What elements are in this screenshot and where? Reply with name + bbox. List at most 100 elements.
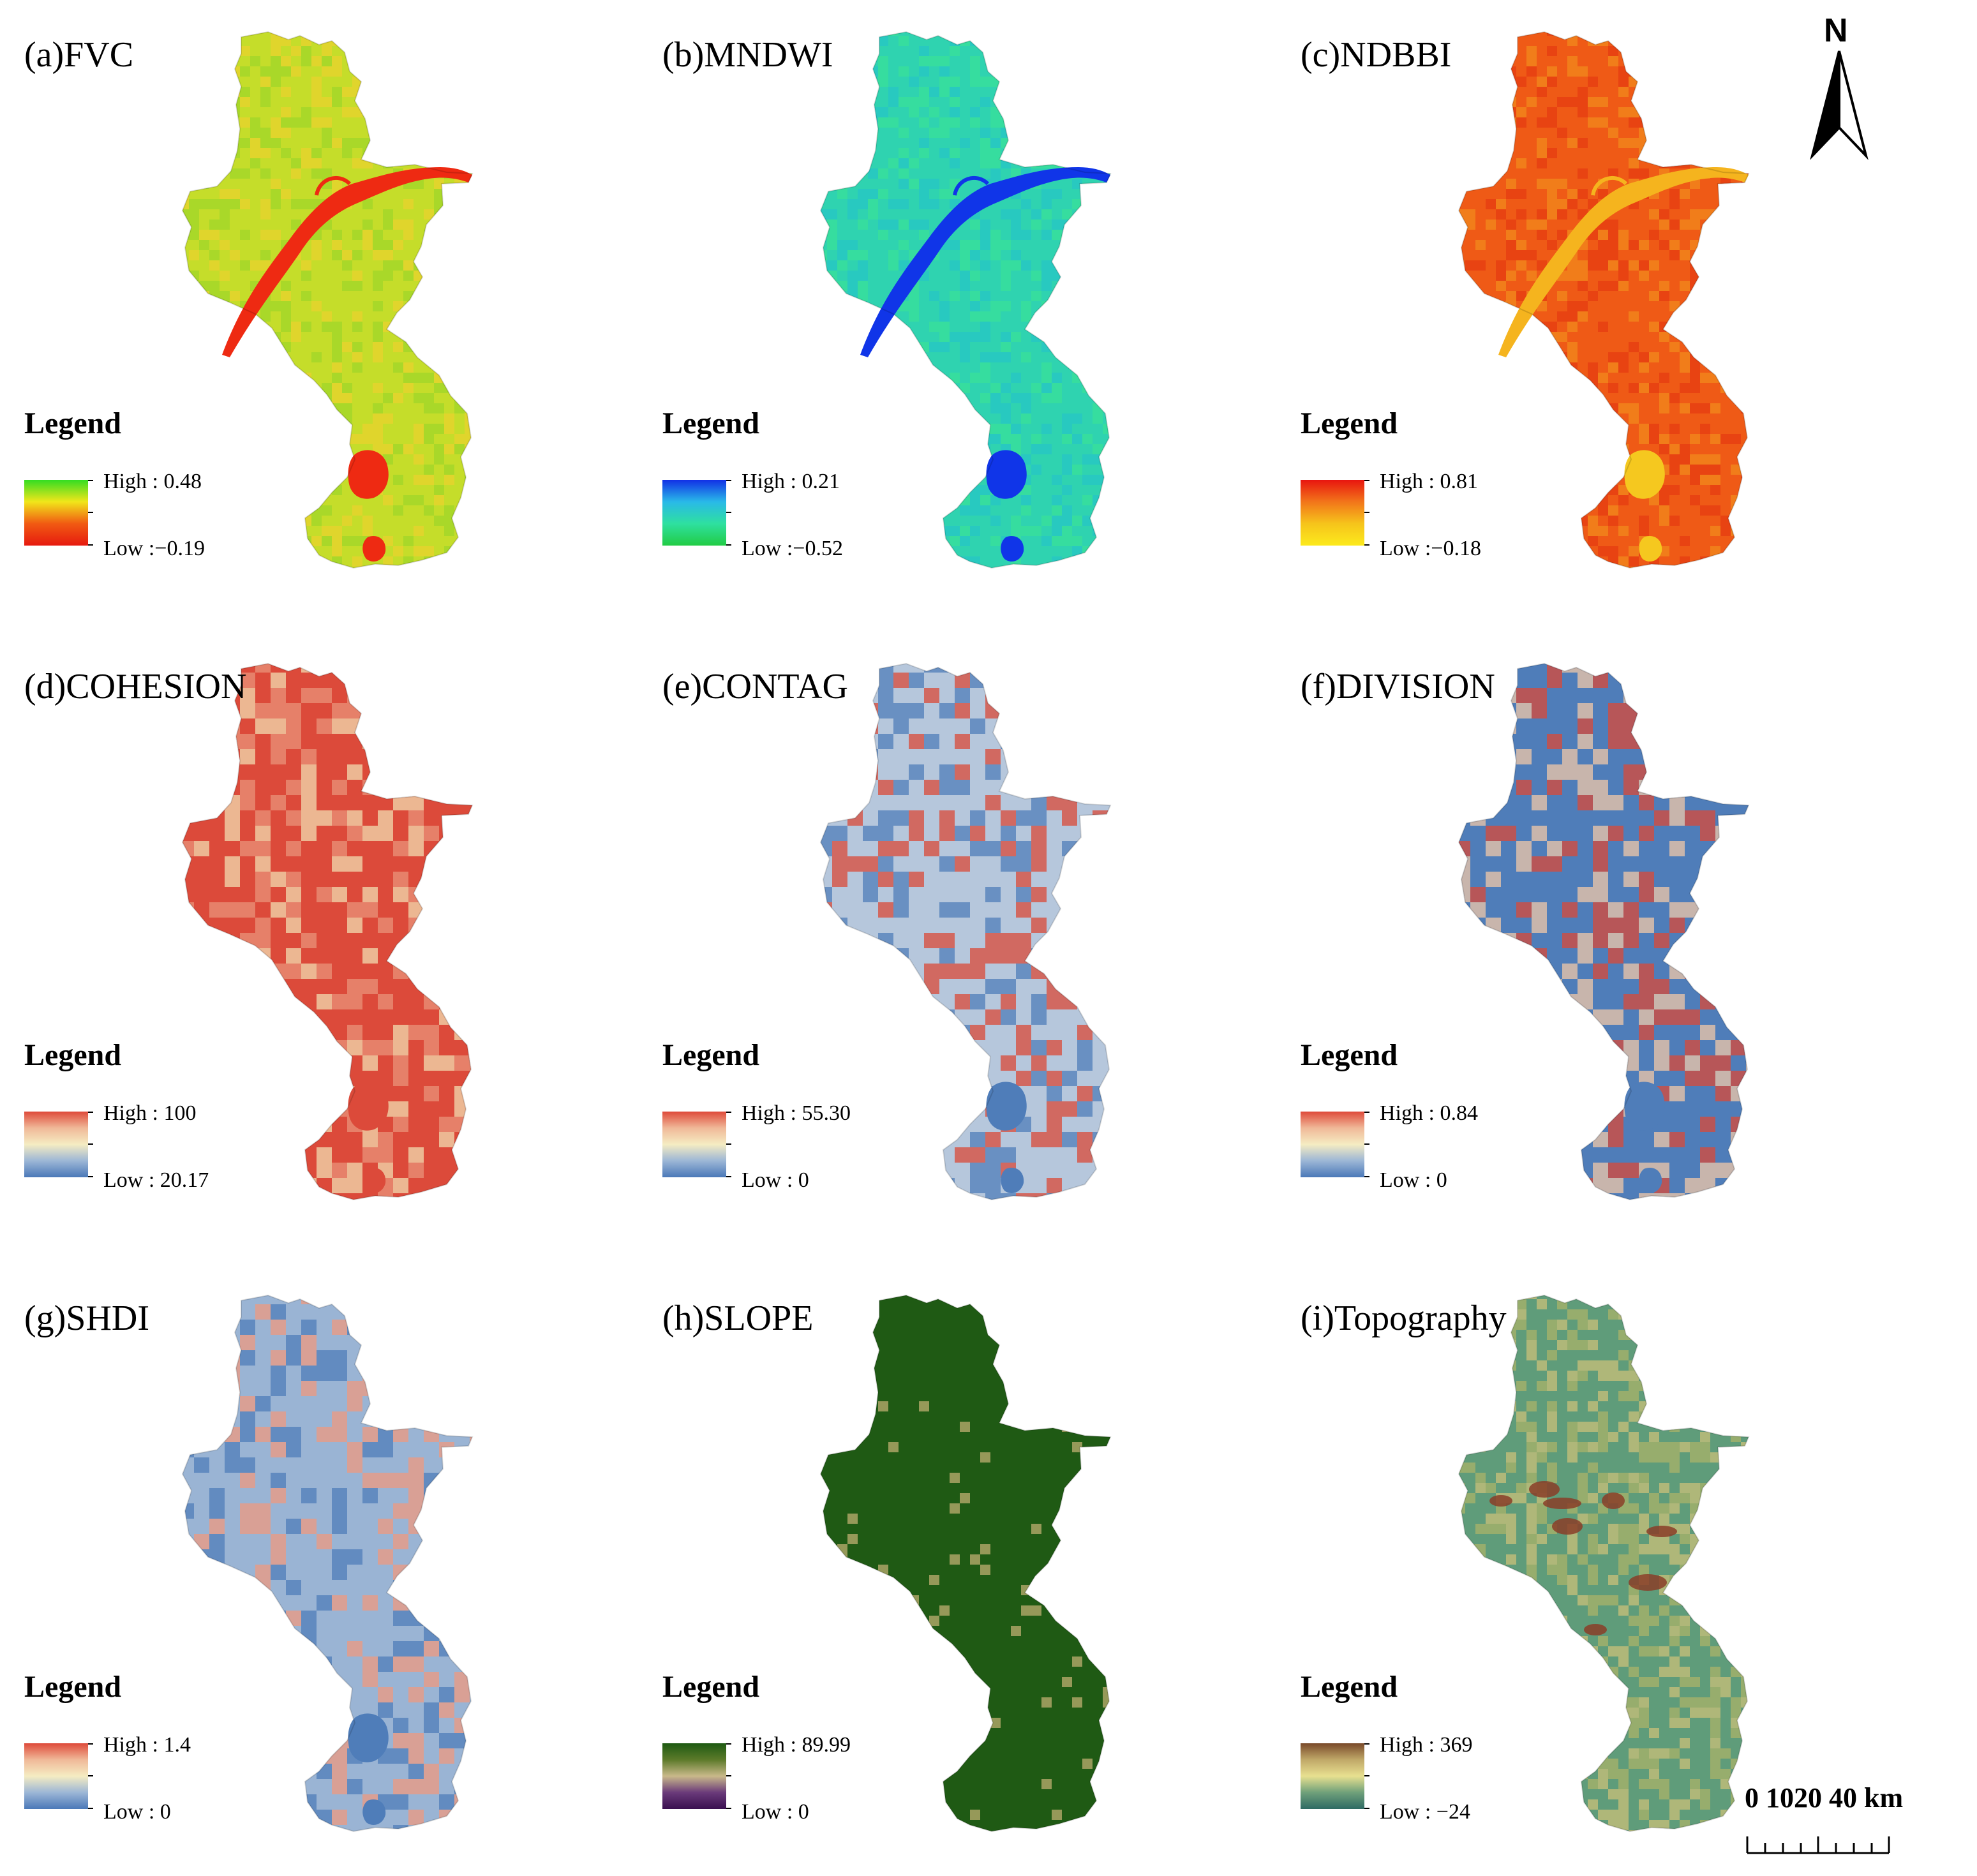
panel-title: (g)SHDI — [24, 1299, 149, 1338]
legend-low-label: Low :−0.18 — [1380, 537, 1481, 560]
scale-bar-ruler-icon — [1746, 1836, 1890, 1854]
reservoir — [362, 1168, 386, 1193]
topography-map — [1458, 1294, 1750, 1833]
lake — [1624, 1082, 1665, 1131]
panel-title: (c)NDBBI — [1301, 35, 1452, 75]
legend-low-label: Low :−0.19 — [103, 537, 205, 560]
legend-tick — [88, 544, 93, 546]
legend-high-label: High : 369 — [1380, 1733, 1473, 1757]
legend-color-bar — [662, 1743, 726, 1809]
panel-fvc: (a)FVC Legend High : 0.48 Low :−0.19 — [0, 0, 638, 613]
region-outline — [181, 662, 474, 1201]
legend-tick — [88, 1176, 93, 1177]
legend-title: Legend — [662, 1670, 760, 1704]
region-outline — [181, 31, 474, 569]
legend-low-label: Low : 0 — [1380, 1168, 1447, 1192]
legend-tick — [1364, 1775, 1369, 1776]
north-arrow-icon — [1810, 50, 1869, 160]
panel-title: (e)CONTAG — [662, 667, 848, 706]
legend-tick — [1364, 1808, 1369, 1809]
region-outline — [819, 31, 1112, 569]
legend-tick — [726, 1176, 731, 1177]
legend-tick — [726, 1143, 731, 1145]
legend-tick — [726, 544, 731, 546]
panel-cohesion: (d)COHESION Legend High : 100 Low : 20.1… — [0, 632, 638, 1244]
region-outline — [819, 662, 1112, 1201]
legend-low-label: Low : 20.17 — [103, 1168, 209, 1192]
legend-tick — [726, 1775, 731, 1776]
region-outline — [1458, 1294, 1750, 1833]
scale-bar-label: 0 1020 40 km — [1745, 1782, 1904, 1813]
legend-tick — [88, 480, 93, 481]
region-outline — [1458, 662, 1750, 1201]
legend-title: Legend — [24, 1038, 122, 1072]
legend-high-label: High : 89.99 — [742, 1733, 851, 1757]
region-outline — [181, 1294, 474, 1833]
division-map — [1458, 662, 1750, 1201]
panel-mndwi: (b)MNDWI Legend High : 0.21 Low :−0.52 — [638, 0, 1276, 613]
raster-texture — [1459, 664, 1749, 1200]
legend-color-bar — [1301, 1743, 1364, 1809]
legend-color-bar — [24, 1743, 88, 1809]
legend-tick — [88, 1143, 93, 1145]
region-outline — [1458, 31, 1750, 569]
panel-topography: (i)Topography Legend High : 369 Low : −2… — [1276, 1263, 1914, 1876]
legend-tick — [1364, 1176, 1369, 1177]
region-boundary — [1459, 32, 1749, 568]
legend-color-bar — [1301, 480, 1364, 546]
high-elevation-area — [1602, 1493, 1625, 1509]
reservoir — [1001, 1168, 1024, 1193]
panel-title: (h)SLOPE — [662, 1299, 814, 1338]
lake — [986, 1082, 1027, 1131]
reservoir — [1639, 536, 1662, 562]
raster-texture — [183, 1295, 472, 1831]
panel-title: (i)Topography — [1301, 1299, 1507, 1338]
legend-low-label: Low : 0 — [103, 1800, 171, 1824]
high-elevation-area — [1543, 1498, 1581, 1509]
legend-title: Legend — [1301, 1038, 1398, 1072]
river-branch — [953, 176, 990, 196]
legend-tick — [1364, 1112, 1369, 1113]
legend-tick — [88, 1112, 93, 1113]
high-elevation-area — [1584, 1624, 1607, 1635]
high-elevation-area — [1489, 1495, 1512, 1507]
legend-title: Legend — [662, 1038, 760, 1072]
legend-high-label: High : 0.21 — [742, 470, 840, 493]
legend-tick — [726, 480, 731, 481]
legend-high-label: High : 0.81 — [1380, 470, 1478, 493]
legend-color-bar — [662, 1112, 726, 1177]
north-arrow: N — [1803, 14, 1877, 161]
cohesion-map — [181, 662, 474, 1201]
river — [1498, 167, 1749, 357]
legend-tick — [1364, 512, 1369, 513]
legend-low-label: Low : −24 — [1380, 1800, 1470, 1824]
legend-high-label: High : 1.4 — [103, 1733, 191, 1757]
legend-tick — [88, 512, 93, 513]
region-boundary — [183, 664, 472, 1200]
legend-tick — [726, 1743, 731, 1745]
legend-tick — [726, 1112, 731, 1113]
high-elevation-area — [1629, 1574, 1667, 1591]
high-elevation-area — [1529, 1481, 1560, 1498]
legend-color-bar — [662, 480, 726, 546]
shdi-map — [181, 1294, 474, 1833]
mndwi-map — [819, 31, 1112, 569]
reservoir — [1001, 536, 1024, 562]
reservoir — [362, 1799, 386, 1825]
river-branch — [1591, 176, 1628, 196]
panel-slope: (h)SLOPE Legend High : 89.99 Low : 0 — [638, 1263, 1276, 1876]
high-elevation-area — [1552, 1518, 1583, 1535]
reservoir — [362, 536, 386, 562]
river-branch — [315, 176, 352, 196]
panel-title: (a)FVC — [24, 35, 134, 75]
reservoir — [1639, 1168, 1662, 1193]
legend-high-label: High : 55.30 — [742, 1101, 851, 1125]
region-boundary — [821, 1295, 1110, 1831]
panel-title: (b)MNDWI — [662, 35, 833, 75]
legend-low-label: Low : 0 — [742, 1800, 809, 1824]
legend-tick — [88, 1775, 93, 1776]
legend-title: Legend — [662, 406, 760, 440]
legend-high-label: High : 0.84 — [1380, 1101, 1478, 1125]
contag-map — [819, 662, 1112, 1201]
legend-tick — [1364, 544, 1369, 546]
